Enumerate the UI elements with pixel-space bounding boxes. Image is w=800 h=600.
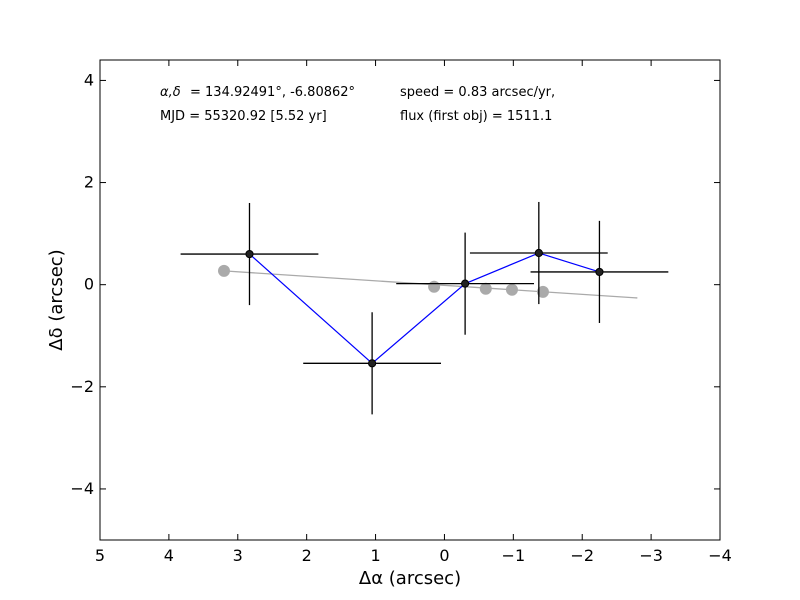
y-tick-label: −2 [70,377,94,396]
annotation-coords-values: = 134.92491°, -6.80862° [190,85,355,100]
data-point [461,279,470,288]
data-layer [180,201,669,415]
y-tick-label: 0 [84,275,94,294]
plot-area [100,60,720,540]
gray-point [536,285,549,298]
annotation-speed: speed = 0.83 arcsec/yr, [400,85,555,100]
x-tick-label: 5 [95,546,105,565]
gray-point [428,280,441,293]
annotation-coords-prefix: α,δ [160,85,181,100]
y-axis-label: Δδ (arcsec) [46,249,67,350]
annotation-flux: flux (first obj) = 1511.1 [400,109,552,124]
x-tick-label: 1 [370,546,380,565]
tick-layer: 5 4 3 2 1 0 −1 −2 −3 −4 4 2 0 −2 −4 [70,60,732,565]
data-point [245,249,254,259]
data-point [368,359,377,368]
data-point [595,267,604,277]
x-tick-label: −1 [502,546,526,565]
x-tick-label: −4 [708,546,732,565]
x-tick-label: −2 [570,546,594,565]
x-axis-label: Δα (arcsec) [359,568,461,589]
gray-point [218,264,230,277]
x-tick-label: −3 [639,546,663,565]
x-tick-label: 4 [164,546,174,565]
y-tick-label: −4 [70,479,94,498]
gray-point [479,282,492,295]
x-tick-label: 0 [439,546,449,565]
y-tick-label: 4 [84,70,94,89]
plot-frame [99,59,721,541]
x-tick-label: 2 [302,546,312,565]
data-point [534,248,543,258]
gray-point [505,283,518,296]
y-tick-label: 2 [84,173,94,192]
annotation-mjd: MJD = 55320.92 [5.52 yr] [160,109,327,124]
x-tick-label: 3 [233,546,243,565]
